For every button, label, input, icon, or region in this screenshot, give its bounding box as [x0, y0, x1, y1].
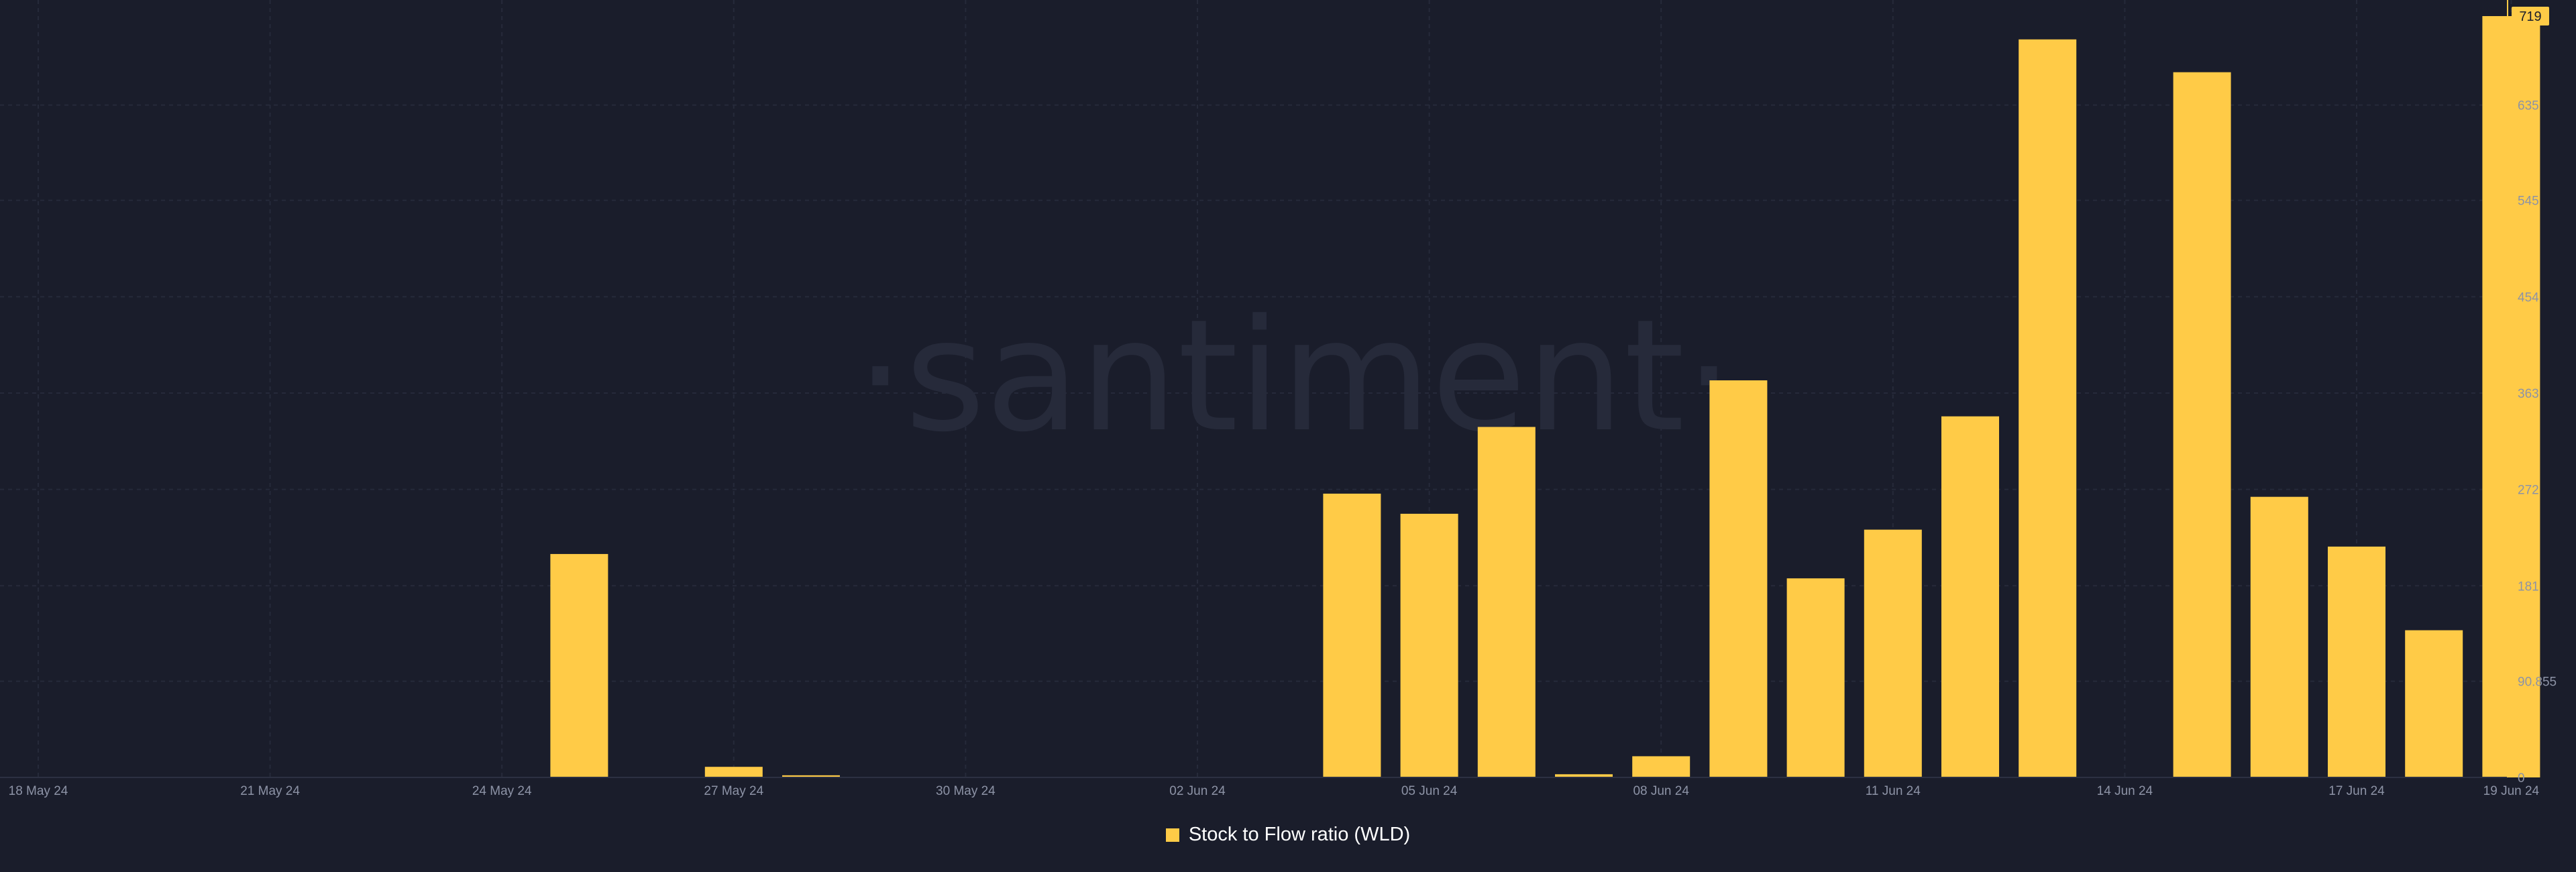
x-tick-label: 19 Jun 24	[2483, 784, 2540, 798]
bar	[1786, 578, 1845, 777]
last-value-label: 719	[2519, 9, 2541, 24]
y-tick-label: 635	[2518, 99, 2539, 113]
watermark: ·santiment·	[856, 287, 1733, 466]
bar	[1555, 774, 1613, 777]
y-tick-label: 363	[2518, 387, 2539, 401]
y-tick-label: 181	[2518, 580, 2539, 594]
legend-swatch	[1165, 828, 1179, 842]
y-tick-label: 0	[2518, 771, 2525, 785]
x-tick-label: 14 Jun 24	[2097, 784, 2153, 798]
axes: 0 90.855 181 272 363 454 545 635 719 18 May 24 21 …	[0, 0, 2557, 798]
bar	[1477, 427, 1536, 777]
bar	[1864, 529, 1922, 777]
bar	[782, 775, 840, 777]
bar	[1941, 416, 1999, 777]
bar	[2019, 39, 2077, 778]
y-tick-label: 545	[2518, 195, 2539, 209]
bar	[1632, 756, 1690, 777]
x-tick-label: 08 Jun 24	[1633, 784, 1689, 798]
bar	[2250, 496, 2308, 777]
x-tick-label: 02 Jun 24	[1169, 784, 1226, 798]
bars	[550, 16, 2540, 778]
bar	[1709, 380, 1768, 777]
y-tick-label: 454	[2518, 290, 2539, 305]
bar	[1323, 493, 1381, 777]
bar	[1400, 513, 1458, 777]
x-tick-label: 30 May 24	[936, 784, 996, 798]
x-tick-label: 24 May 24	[472, 784, 532, 798]
x-tick-label: 05 Jun 24	[1401, 784, 1458, 798]
x-tick-label: 11 Jun 24	[1866, 784, 1921, 798]
bar	[2173, 72, 2231, 778]
y-tick-label: 90.855	[2518, 675, 2557, 690]
bar	[550, 553, 608, 777]
last-value-badge	[2512, 7, 2549, 25]
x-tick-label: 18 May 24	[9, 784, 68, 798]
x-tick-label: 17 Jun 24	[2328, 784, 2385, 798]
x-tick-label: 21 May 24	[240, 784, 300, 798]
bar	[704, 767, 763, 777]
y-tick-label: 272	[2518, 484, 2539, 498]
bar	[2482, 16, 2540, 777]
x-tick-label: 27 May 24	[704, 784, 763, 798]
bar	[2328, 546, 2385, 777]
legend-label: Stock to Flow ratio (WLD)	[1188, 824, 1411, 845]
bar	[2405, 630, 2463, 777]
legend[interactable]: Stock to Flow ratio (WLD)	[0, 824, 2576, 846]
